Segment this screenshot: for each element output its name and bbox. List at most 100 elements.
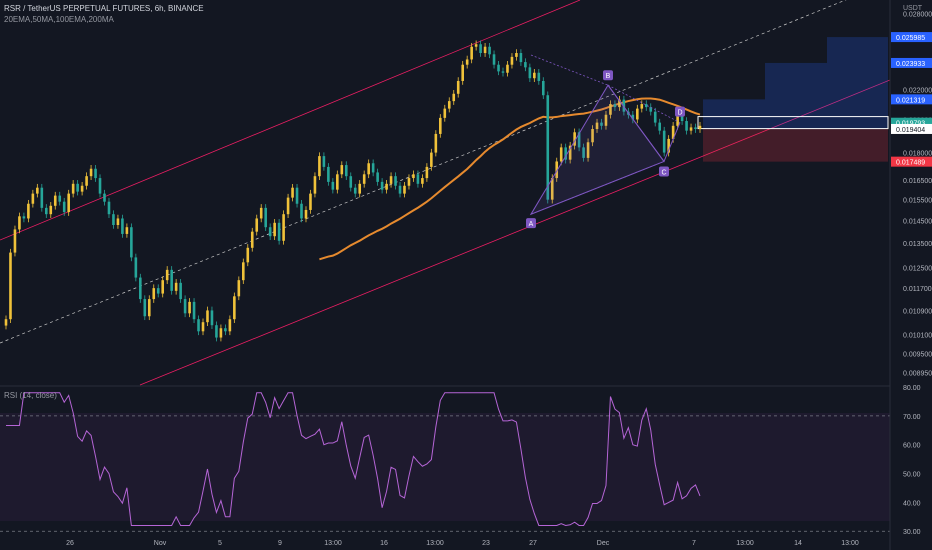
time-tick-label: Nov <box>154 540 167 547</box>
candle-body <box>336 174 339 190</box>
rsi-tick-label: 80.00 <box>903 385 921 392</box>
candle-body <box>147 299 151 317</box>
pattern-label-b-bg <box>603 70 613 81</box>
candle-body <box>107 201 111 215</box>
candle-body <box>667 138 670 153</box>
candle-body <box>586 142 590 158</box>
candle-body <box>170 269 173 291</box>
trend-channel <box>0 0 891 386</box>
candle-body <box>49 205 53 215</box>
time-tick-label: 16 <box>380 540 388 547</box>
candle-body <box>653 111 657 123</box>
price-axis[interactable]: 0.0280000.0260000.0240000.0220000.020000… <box>889 0 932 550</box>
price-tick-label: 0.018000 <box>903 151 932 158</box>
grid-lines <box>0 415 890 532</box>
time-tick-label: 13:00 <box>324 540 342 547</box>
price-tag: 0.017489 <box>896 160 925 167</box>
candle-body <box>246 247 250 263</box>
candle-body <box>125 227 129 234</box>
candle-body <box>58 195 62 202</box>
candle-body <box>201 322 205 332</box>
candle-body <box>152 288 156 300</box>
candle-body <box>694 127 697 130</box>
candle-body <box>564 147 567 160</box>
candle-body <box>259 207 263 219</box>
candle-body <box>595 122 599 130</box>
candle-body <box>371 163 375 173</box>
price-tag: 0.019404 <box>896 127 925 134</box>
candle-body <box>434 133 438 153</box>
indicators-legend[interactable]: 20EMA,50MA,100EMA,200MA <box>4 15 114 24</box>
candle-body <box>649 107 653 112</box>
candle-body <box>671 125 675 139</box>
candle-body <box>389 176 393 184</box>
pattern-label-b: B <box>606 73 611 80</box>
time-tick-label: 26 <box>66 540 74 547</box>
candle-body <box>291 187 294 198</box>
rsi-panel <box>6 392 701 526</box>
candle-body <box>533 72 536 79</box>
candle-body <box>94 168 97 179</box>
time-tick-label: 13:00 <box>736 540 754 547</box>
price-tick-label: 0.013500 <box>903 241 932 248</box>
price-tag-bg <box>891 123 932 134</box>
candle-body <box>465 59 469 65</box>
price-tick-label: 0.010100 <box>903 332 932 339</box>
candle-body <box>264 207 267 228</box>
pattern-label-d: D <box>677 110 682 117</box>
candle-body <box>497 64 500 72</box>
candle-body <box>380 181 384 190</box>
candle-body <box>165 269 169 281</box>
candle-body <box>4 319 8 326</box>
candle-body <box>582 147 585 158</box>
candle-body <box>80 185 84 192</box>
candle-body <box>358 183 362 194</box>
candle-body <box>143 299 147 317</box>
candle-body <box>510 56 514 65</box>
time-tick-label: 27 <box>529 540 537 547</box>
rsi-title[interactable]: RSI (14, close) <box>4 391 57 400</box>
candle-body <box>36 187 39 194</box>
time-tick-label: 7 <box>692 540 696 547</box>
candle-body <box>474 44 478 47</box>
candle-body <box>698 125 702 130</box>
candle-body <box>322 156 326 167</box>
candle-body <box>192 301 196 320</box>
candle-body <box>89 168 93 177</box>
candle-body <box>398 185 402 194</box>
pattern-dotted-xb <box>530 54 609 86</box>
candle-body <box>103 193 106 202</box>
candle-body <box>71 183 75 194</box>
candle-body <box>134 257 138 278</box>
candle-body <box>295 187 299 204</box>
candle-body <box>327 166 330 182</box>
time-axis[interactable]: 26 Nov 5 9 13:00 16 13:00 23 27 Dec 7 13:00 14 13:00 <box>66 540 859 547</box>
candle-body <box>282 214 285 241</box>
candle-body <box>85 176 88 186</box>
candle-body <box>631 114 635 120</box>
candle-body <box>452 93 456 102</box>
candle-body <box>600 122 603 126</box>
candle-body <box>18 216 21 230</box>
candle-body <box>394 176 397 186</box>
stop-box <box>765 128 827 162</box>
time-tick-label: 9 <box>278 540 282 547</box>
candle-body <box>483 46 487 54</box>
candle-body <box>206 310 209 323</box>
candle-body <box>98 178 102 194</box>
candle-body <box>27 203 30 219</box>
candle-body <box>519 53 523 63</box>
pattern-label-c-bg <box>659 166 669 177</box>
price-tick-label: 0.008950 <box>903 370 932 377</box>
channel-upper-line <box>0 0 581 241</box>
rsi-tick-label: 30.00 <box>903 529 921 536</box>
candle-body <box>22 216 26 219</box>
candle-body <box>573 132 576 146</box>
candle-body <box>680 114 684 122</box>
candle-body <box>461 64 464 81</box>
candle-body <box>367 163 370 175</box>
candle-body <box>524 62 527 68</box>
price-tick-label: 0.010900 <box>903 308 932 315</box>
pattern-label-c: C <box>661 169 666 176</box>
